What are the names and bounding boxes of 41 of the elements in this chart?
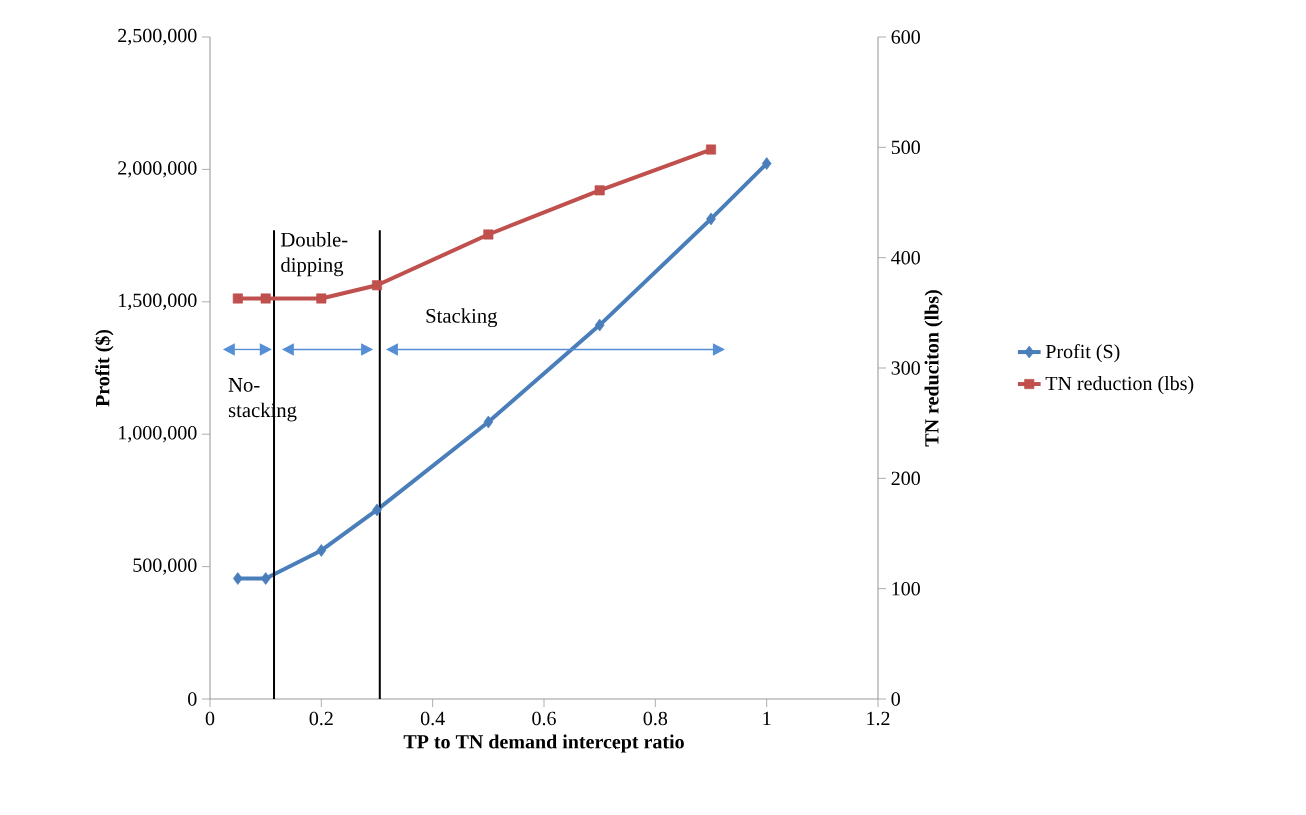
point xyxy=(316,544,327,557)
point xyxy=(761,157,772,170)
point xyxy=(232,293,243,304)
point xyxy=(594,318,605,332)
y2-tick-label: 400 xyxy=(891,250,920,265)
y2-tick-label: 300 xyxy=(891,361,920,375)
legend-label: Profit (S) xyxy=(1045,344,1120,363)
y-tick-label: 1,000,000 xyxy=(119,426,197,443)
point xyxy=(483,229,494,240)
y-tick-label: 2,000,000 xyxy=(118,161,197,178)
x-axis-title: TP to TN demand intercept ratio xyxy=(403,734,684,753)
annotation: Double-dipping xyxy=(281,232,348,277)
x-tick-label: 1.2 xyxy=(867,711,890,726)
y2-axis-title: TN reduciton (lbs) xyxy=(924,290,943,447)
point xyxy=(316,293,327,304)
point xyxy=(233,572,243,585)
x-tick-label: 0.2 xyxy=(309,711,333,726)
x-tick-label: 0 xyxy=(205,711,215,726)
point xyxy=(706,212,716,226)
point xyxy=(260,293,271,304)
point xyxy=(372,503,382,517)
y2-tick-label: 100 xyxy=(892,581,920,596)
point xyxy=(706,144,717,155)
y-tick-label: 2,500,000 xyxy=(118,28,197,46)
point xyxy=(372,280,383,291)
point xyxy=(483,415,494,429)
point xyxy=(594,185,605,196)
y-tick-label: 1,500,000 xyxy=(119,293,197,310)
y2-tick-label: 0 xyxy=(891,692,900,706)
y2-tick-label: 600 xyxy=(891,30,920,44)
y2-tick-label: 200 xyxy=(891,471,920,486)
y2-tick-label: 500 xyxy=(891,140,920,155)
x-tick-label: 0.8 xyxy=(643,711,668,726)
y-tick-label: 500,000 xyxy=(133,558,197,575)
x-tick-label: 0.6 xyxy=(532,711,556,726)
y-axis-title: Profit ($) xyxy=(94,329,114,407)
annotation: Stacking xyxy=(426,308,498,328)
y-tick-label: 0 xyxy=(188,692,197,706)
legend-label: TN reduction (lbs) xyxy=(1045,376,1194,395)
x-tick-label: 1 xyxy=(763,711,771,725)
x-tick-label: 0.4 xyxy=(420,711,445,726)
